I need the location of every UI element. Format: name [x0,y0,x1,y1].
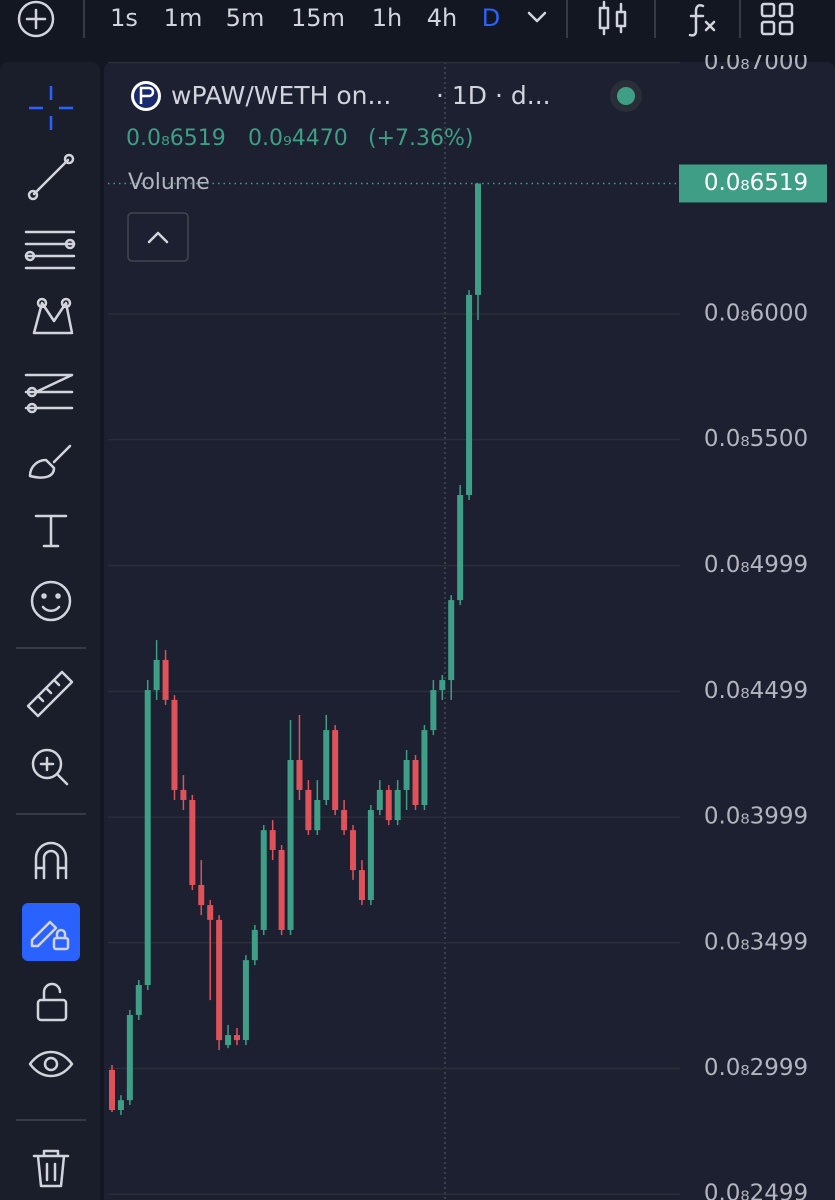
candle-body [180,789,187,800]
plot-area: 0.0₈7000 0.0₈6000 0.0₈5500 0.0₈4999 0.0₈4499… [108,49,808,1200]
interval-button[interactable]: 1h [372,4,402,32]
interval-info: · 1D · d... [436,81,551,110]
y-tick-label: 0.0₈2499 [704,1181,808,1200]
candle-body [216,919,223,1041]
layout-icon[interactable] [760,2,794,36]
candle-body [394,789,401,821]
candle-body [126,1014,133,1101]
candle-body [457,494,464,601]
fib-tool[interactable] [24,230,76,270]
chart-panel [104,62,835,1200]
y-tick-label: 0.0₈3499 [704,929,808,955]
status-dot [617,87,635,105]
candle-body [376,789,383,811]
token-logo-mark [139,86,155,104]
add-icon[interactable] [17,0,55,38]
candle-body [171,699,178,790]
interval-button[interactable]: 4h [427,4,457,32]
candle-body [314,799,321,831]
candle-body [225,1035,232,1046]
candle-body [117,1100,124,1110]
interval-button[interactable]: 1m [164,4,203,32]
candle-body [189,799,196,885]
candle-icon[interactable] [598,0,627,36]
candle-body [287,760,294,930]
trend-line-tool[interactable] [27,153,75,201]
candle-body [358,870,365,901]
last-value: 0.0₈6519 [126,126,226,151]
candle-body [332,730,339,811]
candle-body [466,294,473,495]
candle-body [385,789,392,821]
candle-body [448,600,455,681]
pattern-tool[interactable] [32,297,74,335]
candle-body [260,830,267,930]
prediction-tool[interactable] [24,373,74,414]
brush-tool[interactable] [28,444,72,479]
candle-body [323,730,330,800]
candle-body [278,850,285,930]
candle-body [198,884,205,906]
candle-body [367,810,374,901]
candle-body [144,690,151,986]
candle-body [421,730,428,806]
collapse-button[interactable] [127,212,189,262]
candle-body [233,1035,240,1041]
zoom-tool[interactable] [31,748,69,786]
eye-tool[interactable] [28,1050,74,1078]
candle-body [135,985,142,1015]
candle-body [439,680,446,691]
interval-button[interactable]: 5m [226,4,265,32]
sidebar [16,86,86,1188]
candle-body [269,830,276,851]
interval-button[interactable]: 15m [291,4,345,32]
y-tick-label: 0.0₈4999 [704,552,808,578]
interval-button[interactable]: 1s [110,4,138,32]
ruler-tool[interactable] [26,670,74,718]
candle-body [251,929,258,961]
y-tick-label: 0.0₈7000 [704,49,808,75]
candle-body [153,659,160,691]
collapse-chevron [147,231,169,244]
lock-drawing-icon [30,920,70,951]
change-value: 0.0₉4470 [248,126,348,151]
magnet-tool[interactable] [34,841,68,880]
top-toolbar: 1s 1m 5m 15m 1h 4h D [17,0,794,38]
y-tick-label: 0.0₈3999 [704,804,808,830]
change-percent: (+7.36%) [368,126,474,151]
y-tick-label: 0.0₈2999 [704,1055,808,1081]
candle-body [305,789,312,831]
volume-label: Volume [128,170,210,195]
candle-body [475,183,481,295]
candle-body [430,690,437,731]
candle-body [162,659,169,700]
y-tick-label: 0.0₈6000 [704,300,808,326]
emoji-tool[interactable] [30,580,72,622]
candle-body [207,905,214,920]
crosshair-tool[interactable] [29,86,73,130]
unlock-tool[interactable] [36,982,68,1022]
interval-button[interactable]: D [482,4,500,32]
chevron[interactable] [527,11,547,23]
candle-body [350,830,357,871]
candle-body [403,760,410,790]
candle-body [296,760,303,790]
interval-group: 1s 1m 5m 15m 1h 4h D [110,4,500,32]
fx-icon[interactable] [688,3,716,37]
candle-body [109,1070,115,1110]
symbol-title: wPAW/WETH on... [171,81,391,110]
y-tick-label: 0.0₈4499 [704,678,808,704]
last-price-badge [679,164,827,203]
legend-header: wPAW/WETH on... · 1D · d... 0.0₈6519 0.0… [126,80,642,262]
candle-body [412,760,419,806]
candle-body [242,960,249,1041]
trash-tool[interactable] [32,1149,70,1188]
candle-body [341,810,348,831]
text-tool[interactable] [34,514,68,548]
last-price-label: 0.0₈6519 [704,170,808,196]
y-tick-label: 0.0₈5500 [704,426,808,452]
add-icon-plus [25,8,47,30]
